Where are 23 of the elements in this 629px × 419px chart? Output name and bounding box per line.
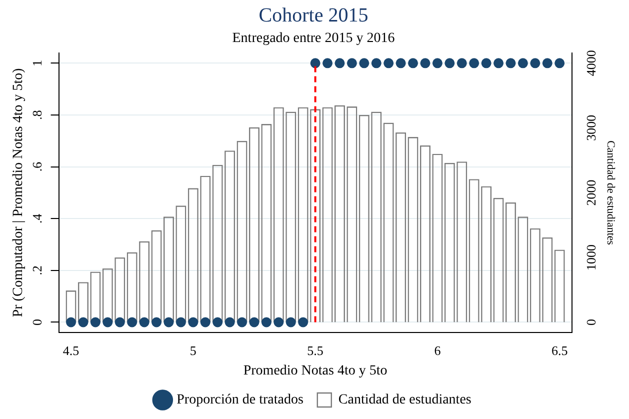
y2-tick-label: 0 [584, 318, 599, 326]
y-tick-label: 0 [30, 318, 45, 326]
y-tick-label: .4 [30, 213, 45, 224]
x-tick-label: 6 [434, 342, 442, 358]
legend-label: Proporción de tratados [176, 392, 304, 408]
x-tick-label: 5.5 [307, 342, 324, 358]
y2-tick-label: 4000 [584, 50, 599, 76]
y-tick-label: .2 [30, 266, 45, 276]
x-tick-label: 6.5 [551, 342, 568, 358]
chart-subtitle: Entregado entre 2015 y 2016 [232, 31, 395, 46]
chart-title: Cohorte 2015 [258, 4, 368, 26]
y2-axis-title: Cantidad de estudiantes [604, 140, 617, 245]
y-axis-title: Pr (Computador | Promedio Notas 4to y 5to) [11, 68, 26, 318]
y2-tick-label: 3000 [584, 114, 599, 141]
x-axis-title: Promedio Notas 4to y 5to [243, 363, 388, 378]
legend-label: Cantidad de estudiantes [338, 392, 472, 408]
y2-tick-label: 1000 [584, 244, 599, 270]
y-tick-label: .8 [30, 110, 45, 120]
x-tick-label: 5 [190, 342, 196, 358]
y-tick-label: .6 [30, 161, 45, 172]
x-tick-label: 4.5 [62, 342, 80, 358]
y2-tick-label: 2000 [584, 180, 599, 206]
y-tick-label: 1 [30, 60, 45, 66]
